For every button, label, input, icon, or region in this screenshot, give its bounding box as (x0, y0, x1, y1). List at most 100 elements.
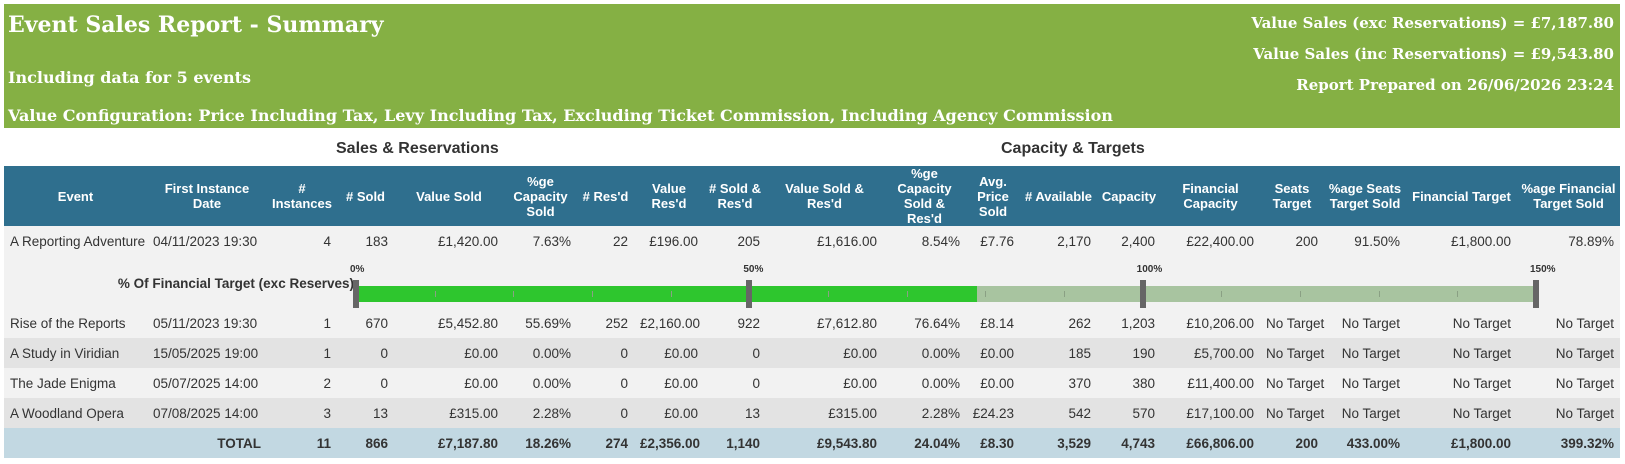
value-sales-inc: Value Sales (inc Reservations) = £9,543.… (1253, 45, 1614, 63)
value-sales-exc: Value Sales (exc Reservations) = £7,187.… (1251, 14, 1614, 32)
sales-group-label: Sales & Reservations (336, 140, 499, 157)
total-row: TOTAL 11 866 £7,187.80 18.26% 274 £2,356.00 1,1… (4, 428, 1620, 458)
table-cell: No Target (1260, 338, 1324, 368)
table-row: A Woodland Opera 07/08/2025 14:00 3 13 £315.… (4, 398, 1620, 428)
column-header: %age Financial Target Sold (1517, 166, 1620, 226)
column-header: %age Seats Target Sold (1324, 166, 1406, 226)
table-cell: 18.26% (504, 428, 577, 458)
table-cell: 3 (267, 398, 337, 428)
table-cell: 0 (577, 338, 634, 368)
table-cell: No Target (1260, 398, 1324, 428)
column-header: First Instance Date (147, 166, 267, 226)
table-cell: No Target (1517, 308, 1620, 338)
table-cell: £11,400.00 (1161, 368, 1260, 398)
table-cell: 190 (1097, 338, 1161, 368)
column-header: # Available (1020, 166, 1097, 226)
table-cell: 183 (337, 226, 394, 256)
table-cell (4, 428, 147, 458)
progress-tick (746, 280, 753, 308)
table-cell: 0.00% (504, 338, 577, 368)
table-cell: 0 (704, 338, 766, 368)
table-cell: £8.30 (966, 428, 1020, 458)
table-cell: 866 (337, 428, 394, 458)
table-cell: £0.00 (966, 368, 1020, 398)
table-row: The Jade Enigma 05/07/2025 14:00 2 0 £0.00 0.… (4, 368, 1620, 398)
header-row: Event First Instance Date # Instances # Sol… (4, 166, 1620, 226)
table-cell: No Target (1517, 368, 1620, 398)
table-cell: 0 (704, 368, 766, 398)
table-cell: £8.14 (966, 308, 1020, 338)
table-cell: £1,800.00 (1406, 428, 1517, 458)
table-cell: 1 (267, 338, 337, 368)
table-cell: £1,616.00 (766, 226, 883, 256)
table-cell: 252 (577, 308, 634, 338)
progress-minor-tick (1221, 291, 1223, 297)
table-cell: 0 (337, 338, 394, 368)
table-cell: 670 (337, 308, 394, 338)
table-cell: £7.76 (966, 226, 1020, 256)
table-cell: A Reporting Adventure (4, 226, 147, 256)
table-cell: 1,203 (1097, 308, 1161, 338)
table-cell: No Target (1260, 368, 1324, 398)
table-row: A Study in Viridian 15/05/2025 19:00 1 0 £0.… (4, 338, 1620, 368)
table-cell: £0.00 (766, 338, 883, 368)
table-cell: 185 (1020, 338, 1097, 368)
column-header: Capacity (1097, 166, 1161, 226)
progress-minor-tick (1378, 291, 1380, 297)
table-cell: £1,800.00 (1406, 226, 1517, 256)
table-cell: 4,743 (1097, 428, 1161, 458)
table-cell: 2,400 (1097, 226, 1161, 256)
table-cell: No Target (1406, 338, 1517, 368)
table-cell: 55.69% (504, 308, 577, 338)
progress-tick-label: 150% (1530, 264, 1556, 275)
progress-minor-tick (985, 291, 987, 297)
column-header: # Sold & Res'd (704, 166, 766, 226)
table-cell: £10,206.00 (1161, 308, 1260, 338)
report-date: Report Prepared on 26/06/2026 23:24 (1296, 76, 1614, 94)
progress-minor-tick (906, 291, 908, 297)
table-cell: £0.00 (394, 338, 504, 368)
table-cell: £315.00 (766, 398, 883, 428)
table-cell: £9,543.80 (766, 428, 883, 458)
column-header: %ge Capacity Sold (504, 166, 577, 226)
table-cell: TOTAL (147, 428, 267, 458)
table-cell: 13 (704, 398, 766, 428)
table-cell: 0.00% (883, 338, 966, 368)
progress-tick (353, 280, 359, 308)
progress-minor-tick (828, 291, 829, 297)
table-cell: £22,400.00 (1161, 226, 1260, 256)
table-cell: 4 (267, 226, 337, 256)
table-cell: No Target (1324, 308, 1406, 338)
table-cell: 1,140 (704, 428, 766, 458)
table-cell: 0 (577, 398, 634, 428)
table-row: A Reporting Adventure 04/11/2023 19:30 4 18… (4, 226, 1620, 256)
progress-tick (1139, 280, 1146, 308)
table-cell: Rise of the Reports (4, 308, 147, 338)
table-cell: 11 (267, 428, 337, 458)
table-cell: £24.23 (966, 398, 1020, 428)
table-cell: 0 (337, 368, 394, 398)
table-cell: 262 (1020, 308, 1097, 338)
table-cell: 04/11/2023 19:30 (147, 226, 267, 256)
table-cell: 76.64% (883, 308, 966, 338)
table-cell: 370 (1020, 368, 1097, 398)
table-cell: 380 (1097, 368, 1161, 398)
table-cell: No Target (1324, 338, 1406, 368)
table-cell: 200 (1260, 428, 1324, 458)
table-cell: 78.89% (1517, 226, 1620, 256)
table-cell: £0.00 (634, 338, 704, 368)
table-cell: 200 (1260, 226, 1324, 256)
table-cell: £0.00 (394, 368, 504, 398)
table-cell: £0.00 (766, 368, 883, 398)
progress-minor-tick (670, 291, 672, 297)
progress-fill (356, 286, 977, 302)
progress-tick (1533, 280, 1539, 308)
table-cell: £315.00 (394, 398, 504, 428)
table-cell: £5,452.80 (394, 308, 504, 338)
table-cell: 8.54% (883, 226, 966, 256)
table-row: Rise of the Reports 05/11/2023 19:30 1 670 £… (4, 308, 1620, 338)
table-cell: 22 (577, 226, 634, 256)
table-cell: £5,700.00 (1161, 338, 1260, 368)
table-cell: No Target (1517, 398, 1620, 428)
table-cell: 433.00% (1324, 428, 1406, 458)
